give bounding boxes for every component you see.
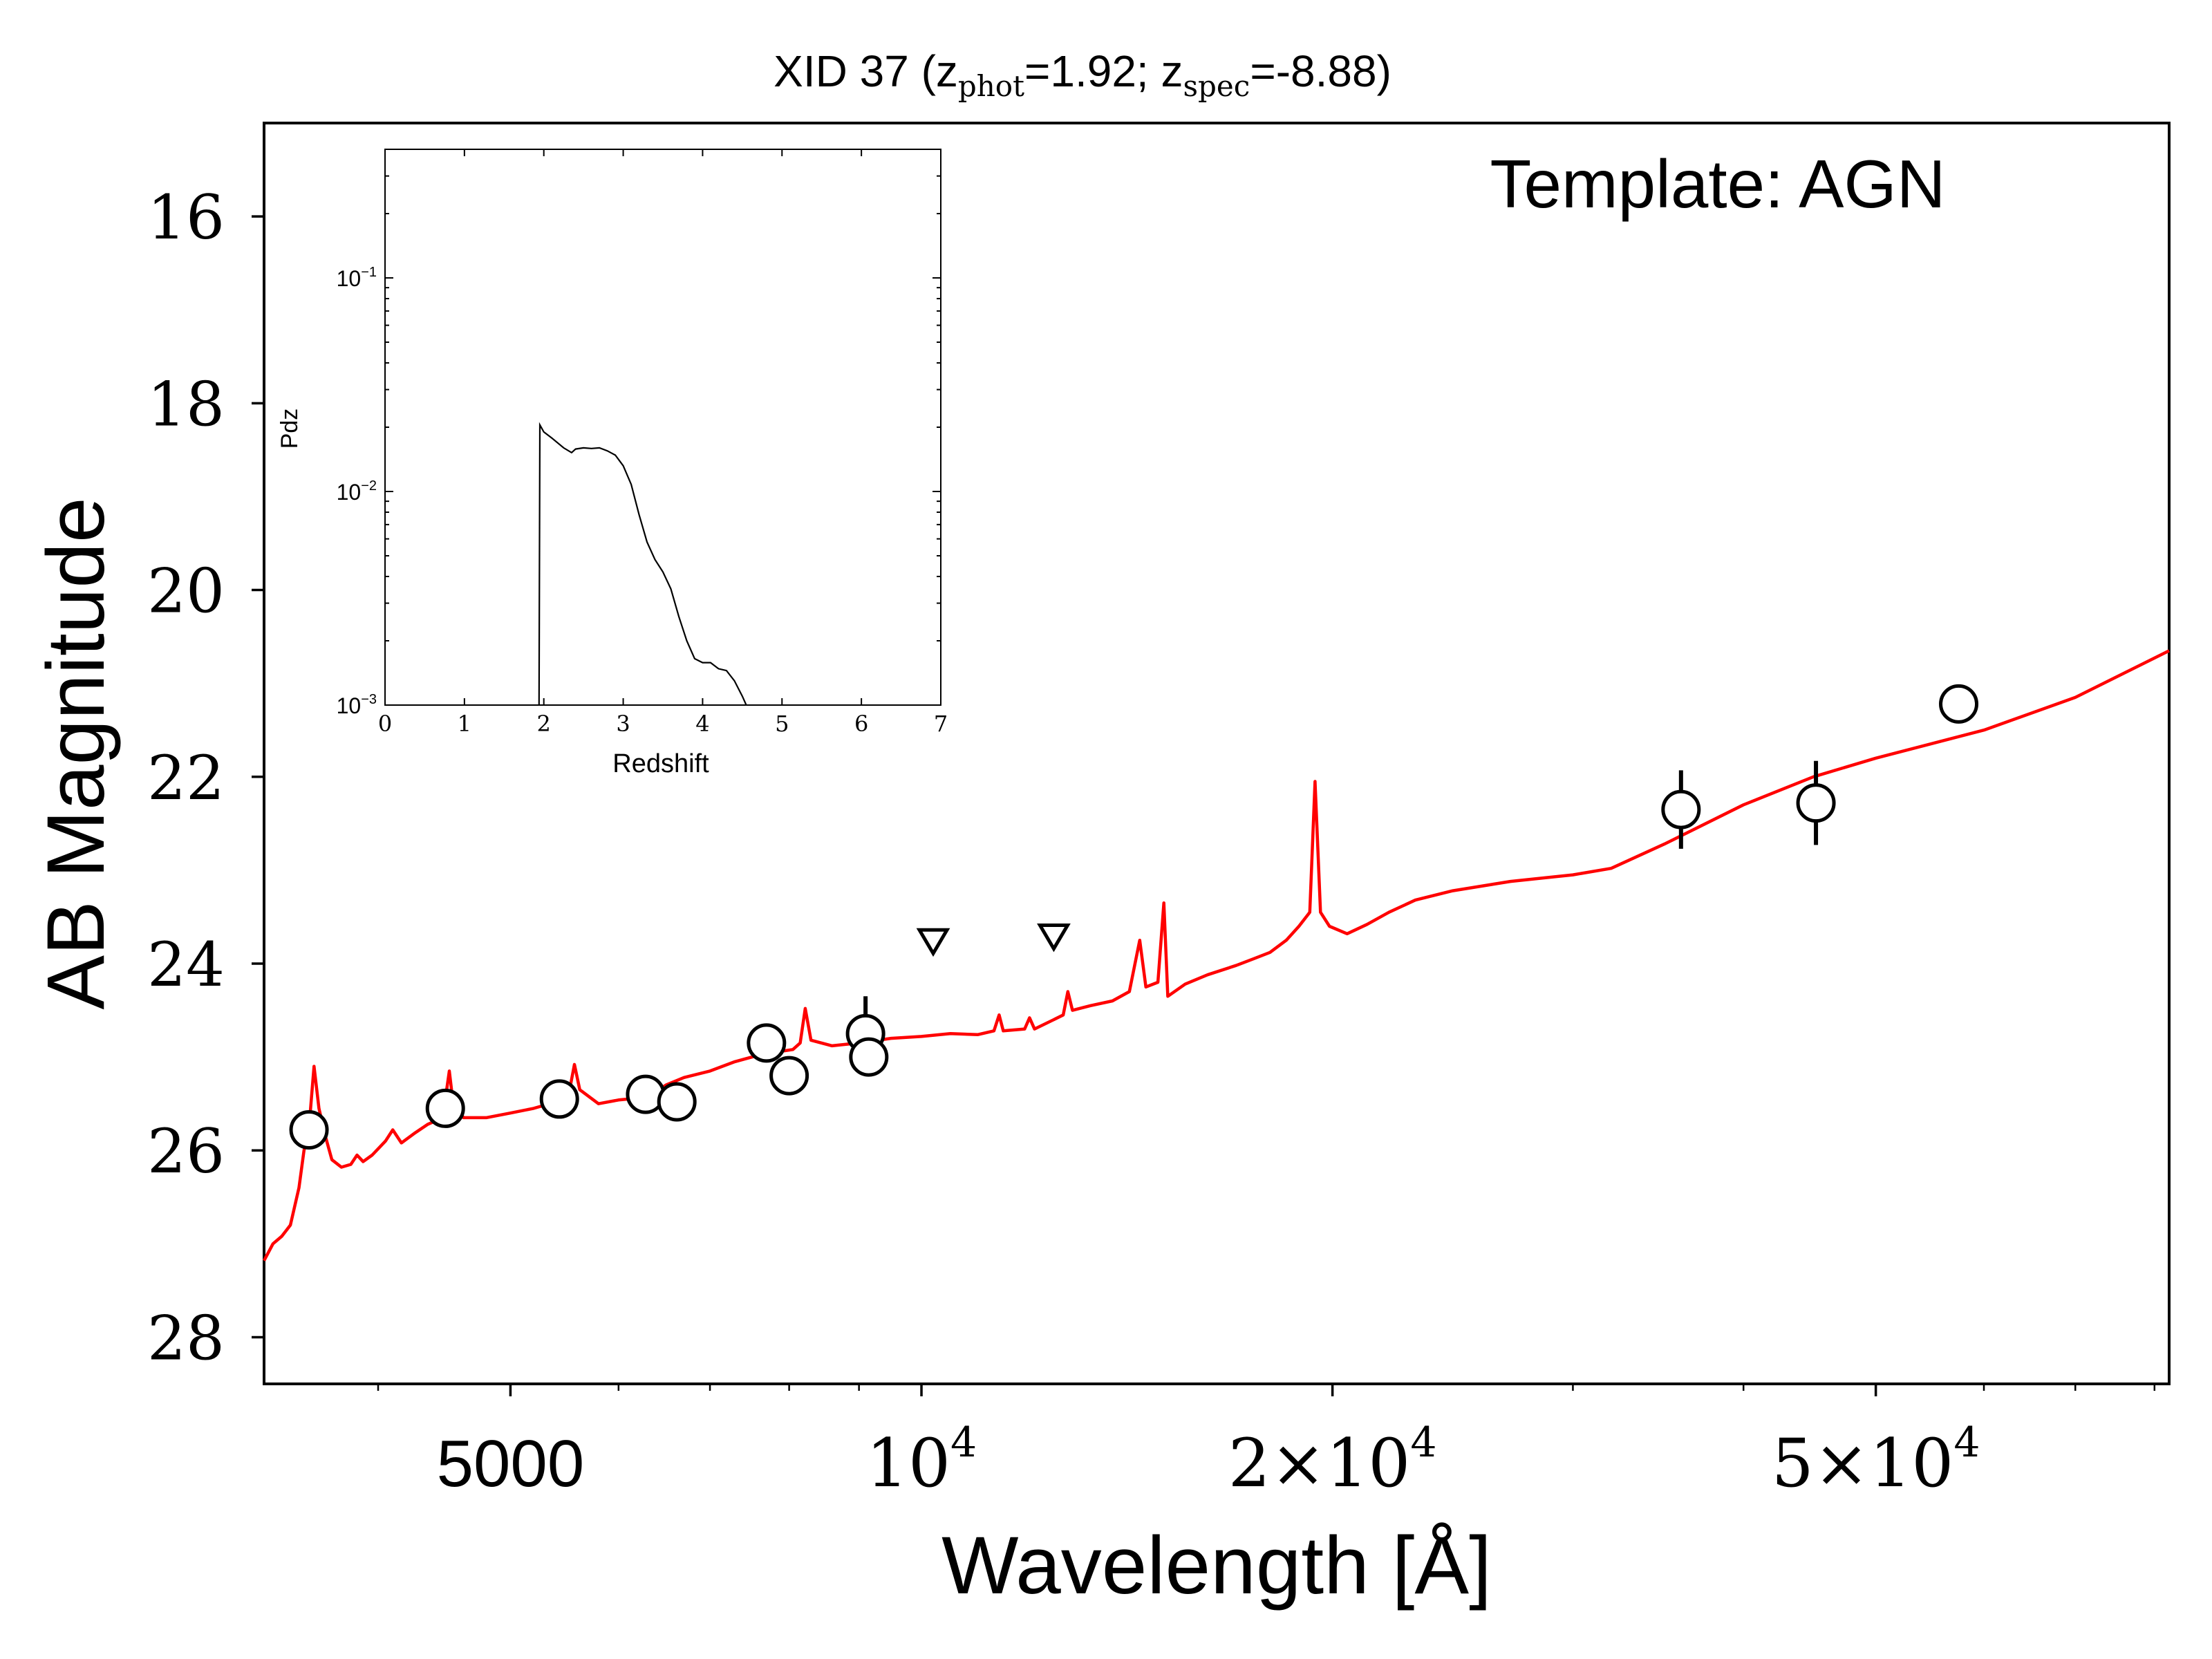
photometry-point xyxy=(1796,783,1836,823)
y-ticks-layer: 16 18 20 22 24 26 28 xyxy=(147,182,264,1374)
inset-y-tick-label: 10−3 xyxy=(337,692,377,718)
photometry-point xyxy=(425,1088,465,1128)
inset-y-tick-label: 10−2 xyxy=(337,478,377,505)
inset-y-label: Pdz xyxy=(276,409,303,449)
inset-y-tick-label: 10−1 xyxy=(337,265,377,291)
y-tick-label: 24 xyxy=(147,929,225,1000)
chart-title: XID 37 (zphot=1.92; zspec=-8.88) xyxy=(774,46,1391,103)
model-sed-line xyxy=(263,649,2171,1262)
pdz-curve xyxy=(538,422,747,706)
x-tick-label: 5000 xyxy=(437,1427,585,1501)
x-tick-label: 5×104 xyxy=(1772,1418,1980,1502)
photometry-point xyxy=(657,1082,697,1122)
y-tick-label: 28 xyxy=(147,1302,225,1374)
photometry-point xyxy=(769,1056,809,1096)
plot-frame xyxy=(263,122,2171,1385)
upper-limit-marker xyxy=(916,928,950,957)
photometry-point xyxy=(849,1037,889,1077)
inset-x-tick-label: 2 xyxy=(537,711,551,737)
template-annotation: Template: AGN xyxy=(1490,146,1945,222)
x-axis-label: Wavelength [Å] xyxy=(941,1520,1492,1611)
model-sed-layer xyxy=(263,649,2171,1262)
y-tick-label: 22 xyxy=(147,742,225,814)
photometry-point xyxy=(1939,684,1979,724)
x-tick-label: 104 xyxy=(866,1418,977,1502)
photometry-point xyxy=(1661,789,1701,830)
inset-x-tick-label: 6 xyxy=(854,711,868,737)
upper-limit-marker xyxy=(1037,923,1071,953)
photometry-point xyxy=(289,1109,329,1150)
x-tick-label: 2×104 xyxy=(1228,1418,1437,1502)
inset-x-tick-label: 5 xyxy=(775,711,789,737)
y-tick-label: 26 xyxy=(147,1116,225,1187)
inset-x-ticks-layer: 0 1 2 3 4 5 6 7 xyxy=(378,149,948,737)
photometry-point xyxy=(539,1079,579,1119)
inset-x-tick-label: 3 xyxy=(616,711,630,737)
y-tick-label: 20 xyxy=(147,556,225,627)
y-tick-label: 16 xyxy=(147,182,225,253)
inset-y-ticks-layer: 10−1 10−2 10−3 xyxy=(337,149,941,718)
y-tick-label: 18 xyxy=(147,368,225,440)
inset-curve-layer xyxy=(538,422,747,706)
pdz-inset: 0 1 2 3 4 5 6 7 10−1 10−2 10−3 Redshift Pdz xyxy=(276,149,948,778)
photometry-point xyxy=(747,1023,787,1063)
inset-x-label: Redshift xyxy=(612,749,709,778)
y-axis-label: AB Magnitude xyxy=(30,497,122,1009)
inset-x-tick-label: 1 xyxy=(458,711,471,737)
inset-x-tick-label: 4 xyxy=(695,711,709,737)
inset-x-tick-label: 0 xyxy=(378,711,392,737)
inset-background xyxy=(385,149,941,705)
inset-x-tick-label: 7 xyxy=(934,711,948,737)
x-ticks-layer: 5000 104 2×104 5×104 xyxy=(377,1384,2156,1502)
photometry-layer xyxy=(289,684,1979,1150)
